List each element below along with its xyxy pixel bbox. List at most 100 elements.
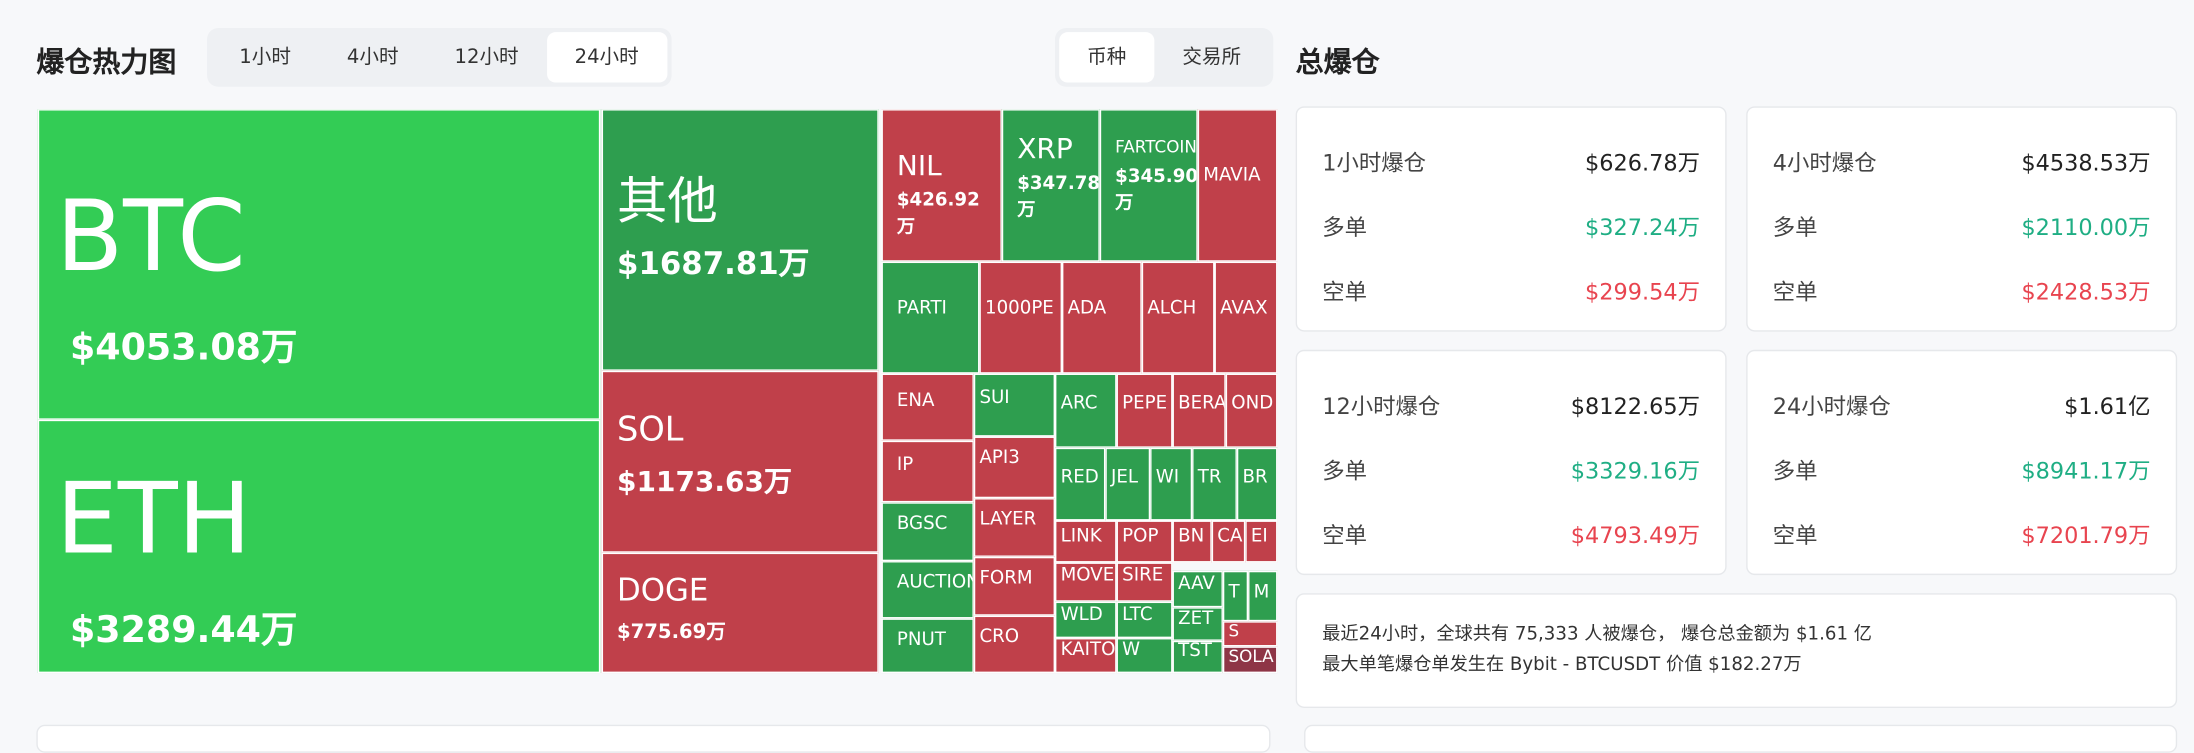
treemap-cell[interactable]: OND [1225, 373, 1278, 448]
treemap-cell[interactable]: ADA [1061, 261, 1142, 374]
treemap-cell[interactable]: AAV [1172, 570, 1223, 608]
treemap-cell[interactable]: SOL $1173.63万 [601, 370, 879, 553]
treemap-cell[interactable]: POP [1116, 520, 1173, 563]
treemap-cell[interactable]: CRO [973, 615, 1055, 674]
treemap-cell[interactable]: AUCTION [881, 561, 974, 619]
treemap-cell[interactable]: 1000PE [979, 261, 1062, 374]
treemap-cell[interactable]: ZET [1172, 607, 1223, 641]
row-label: 多单 [1772, 457, 1818, 485]
cell-label: WLD [1060, 604, 1103, 626]
cell-value: $345.90万 [1115, 166, 1198, 214]
card-title: 24小时爆仓 [1772, 393, 1891, 420]
treemap-cell[interactable]: NIL $426.92万 [881, 109, 1002, 262]
treemap-cell[interactable]: KAITO [1054, 638, 1117, 674]
treemap-cell[interactable]: SUI [973, 373, 1055, 437]
treemap-cell[interactable]: AVAX [1214, 261, 1278, 374]
card-header-row: 1小时爆仓 $626.78万 [1322, 144, 1700, 178]
summary-card: 24小时爆仓 $1.61亿 多单 $8941.17万 空单 $7201.79万 [1746, 349, 2178, 576]
treemap-cell[interactable]: TST [1172, 640, 1223, 674]
treemap-cell[interactable]: M [1248, 570, 1278, 622]
treemap-cell[interactable]: BERA [1172, 373, 1226, 448]
group-toggle: 币种 交易所 [1054, 27, 1274, 87]
treemap-cell[interactable]: BN [1172, 520, 1212, 563]
cell-label: AVAX [1220, 298, 1268, 320]
cell-label: OND [1231, 393, 1274, 415]
treemap-cell[interactable]: ENA [881, 373, 974, 441]
cell-label: PNUT [896, 629, 946, 651]
treemap-cell[interactable]: CA [1211, 520, 1246, 563]
treemap-cell[interactable]: WI [1150, 447, 1193, 521]
time-tab[interactable]: 24小时 [546, 32, 667, 83]
card-row: 空单 $299.54万 [1322, 273, 1700, 307]
cell-label: KAITO [1060, 639, 1116, 661]
treemap-cell[interactable]: RED [1054, 447, 1106, 521]
treemap-cell[interactable]: DOGE $775.69万 [601, 552, 879, 674]
cell-label: NIL [896, 148, 942, 182]
card-title: 12小时爆仓 [1322, 393, 1441, 420]
treemap-cell[interactable]: JEL [1105, 447, 1151, 521]
treemap-cell[interactable]: BR [1236, 447, 1278, 521]
treemap-cell[interactable]: EI [1245, 520, 1278, 563]
group-tab[interactable]: 币种 [1059, 32, 1155, 83]
treemap-cell[interactable]: ETH $3289.44万 [37, 419, 601, 674]
treemap-cell[interactable]: BGSC [881, 502, 974, 562]
treemap-cell[interactable]: SOLA [1222, 646, 1278, 674]
treemap-cell[interactable]: 其他 $1687.81万 [601, 109, 879, 371]
lower-panel [36, 724, 1271, 753]
row-label: 空单 [1772, 278, 1818, 306]
cell-label: LINK [1060, 526, 1102, 548]
row-value: $3329.16万 [1570, 457, 1701, 485]
row-label: 空单 [1322, 278, 1368, 306]
cell-value: $347.78万 [1017, 173, 1100, 222]
note-line: 最近24小时，全球共有 75,333 人被爆仓， 爆仓总金额为 $1.61 亿 [1322, 624, 1873, 646]
treemap-cell[interactable]: IP [881, 440, 974, 503]
summary-card: 1小时爆仓 $626.78万 多单 $327.24万 空单 $299.54万 [1295, 106, 1727, 332]
treemap-cell[interactable]: WLD [1054, 601, 1117, 639]
time-tab[interactable]: 12小时 [454, 46, 519, 69]
cell-label: JEL [1110, 467, 1138, 489]
treemap-cell[interactable]: TR [1192, 447, 1237, 521]
group-tab[interactable]: 交易所 [1182, 46, 1242, 69]
cell-label: SOL [617, 409, 684, 450]
summary-title: 总爆仓 [1295, 44, 1380, 79]
treemap-cell[interactable]: ALCH [1141, 261, 1215, 374]
cell-label: W [1122, 639, 1141, 661]
cell-label: S [1228, 621, 1240, 641]
card-row: 空单 $4793.49万 [1322, 516, 1700, 550]
treemap-cell[interactable]: T [1222, 570, 1249, 622]
card-total: $4538.53万 [2021, 149, 2151, 177]
treemap-cell[interactable]: MOVE [1054, 562, 1117, 602]
treemap-cell[interactable]: LAYER [973, 498, 1055, 557]
treemap-cell[interactable]: XRP $347.78万 [1001, 109, 1100, 262]
treemap-cell[interactable]: FORM [973, 556, 1055, 616]
card-total: $1.61亿 [2064, 393, 2151, 420]
treemap-cell[interactable]: PNUT [881, 618, 974, 674]
row-value: $8941.17万 [2021, 457, 2151, 485]
treemap-cell[interactable]: API3 [973, 436, 1055, 499]
cell-label: MOVE [1060, 565, 1115, 587]
card-row: 多单 $327.24万 [1322, 208, 1700, 242]
treemap-cell[interactable]: PARTI [881, 261, 980, 374]
row-label: 空单 [1322, 521, 1368, 549]
treemap-cell[interactable]: BTC $4053.08万 [37, 109, 601, 420]
cell-label: 其他 [617, 173, 718, 231]
treemap-cell[interactable]: S [1222, 621, 1278, 647]
treemap-cell[interactable]: PEPE [1116, 373, 1173, 448]
row-value: $2110.00万 [2021, 214, 2151, 241]
treemap-cell[interactable]: LTC [1116, 601, 1173, 639]
card-row: 多单 $3329.16万 [1322, 452, 1700, 486]
treemap-cell[interactable]: W [1116, 638, 1173, 674]
time-tab[interactable]: 1小时 [239, 46, 291, 69]
treemap-cell[interactable]: ARC [1054, 373, 1117, 448]
treemap-cell[interactable]: MAVIA [1197, 109, 1278, 262]
cell-label: MAVIA [1203, 165, 1261, 187]
cell-value: $4053.08万 [69, 326, 298, 369]
treemap-cell[interactable]: FARTCOIN $345.90万 [1099, 109, 1198, 262]
cell-label: ZET [1178, 608, 1214, 630]
time-tab[interactable]: 4小时 [346, 46, 399, 69]
card-row: 空单 $2428.53万 [1773, 273, 2151, 307]
treemap-cell[interactable]: LINK [1054, 520, 1117, 563]
cell-label: ALCH [1147, 298, 1197, 320]
treemap-cell[interactable]: SIRE [1116, 562, 1173, 602]
row-value: $327.24万 [1585, 214, 1701, 241]
